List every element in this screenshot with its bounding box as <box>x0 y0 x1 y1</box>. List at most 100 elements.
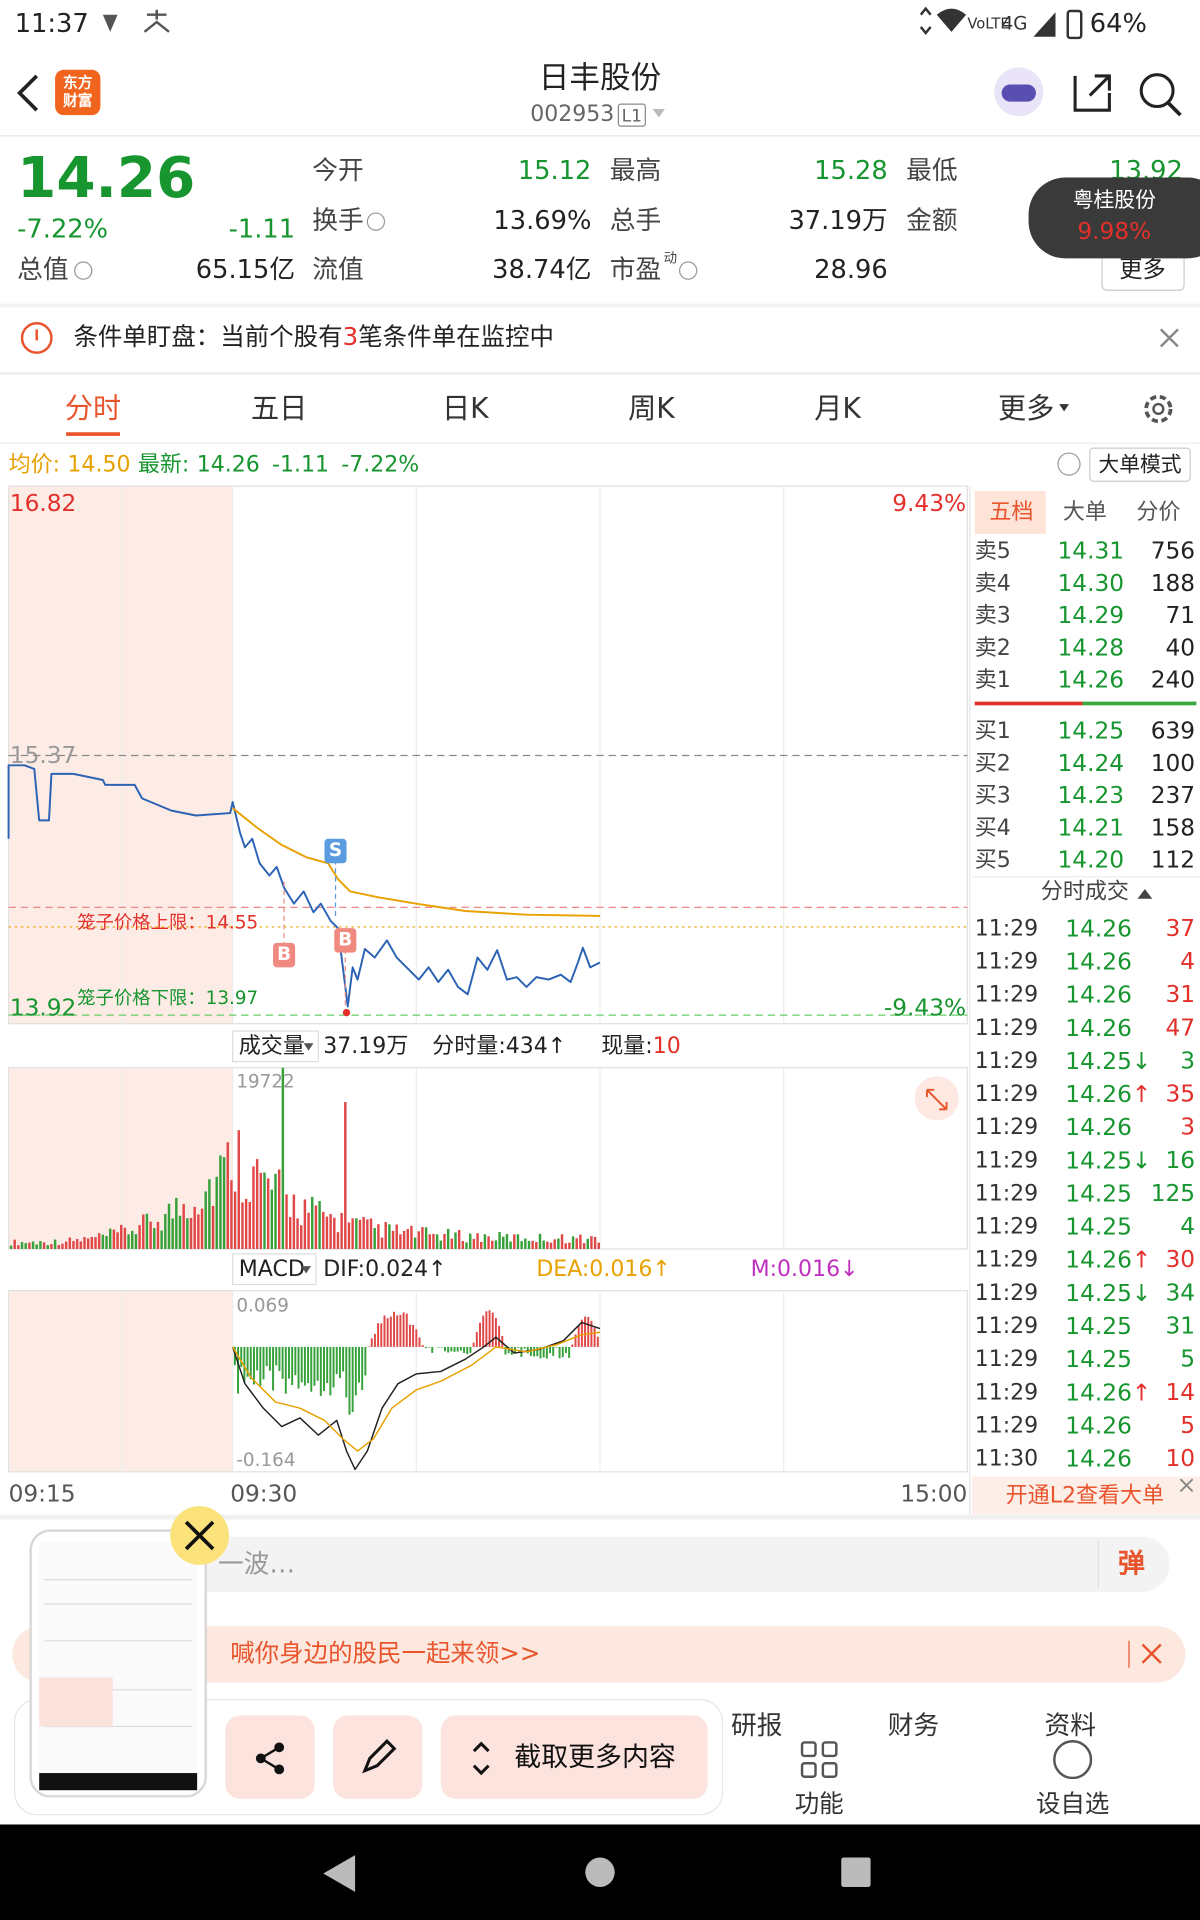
macd-selector[interactable] <box>232 1253 317 1286</box>
tab[interactable]: 更多 <box>998 392 1054 425</box>
sort-arrow <box>1137 888 1153 899</box>
macd-bar <box>539 1346 542 1359</box>
share-icon <box>260 1746 280 1771</box>
tab[interactable]: 五日 <box>251 392 307 425</box>
volume-bar <box>300 1225 303 1249</box>
macd-bar <box>501 1335 504 1347</box>
volume-bar <box>248 1202 252 1249</box>
mode-button[interactable] <box>1089 447 1191 482</box>
nav-tab[interactable]: 研报 <box>731 1711 782 1741</box>
volume-bar <box>380 1237 384 1249</box>
book-label: 卖1 <box>975 668 1011 693</box>
l2-link[interactable]: 开通L2查看大单 <box>1006 1483 1164 1508</box>
book-label: 卖2 <box>975 636 1011 661</box>
order-book-tab[interactable]: 五档 <box>989 500 1033 525</box>
mode-button-text[interactable]: 大单模式 <box>1098 452 1181 476</box>
trade-price-value: 14.25 <box>1065 1313 1132 1340</box>
volume-bar <box>355 1218 358 1249</box>
order-book-tab[interactable]: 分价 <box>1136 500 1180 525</box>
macd-bar <box>558 1346 561 1359</box>
edit-icon <box>362 1739 397 1774</box>
volume-total: 37.19万 <box>323 1034 408 1059</box>
info-icon <box>678 261 698 280</box>
book-ratio-buy <box>1082 701 1197 706</box>
cage-lower-label: 笼子价格下限：13.97 <box>77 988 258 1009</box>
macd-dif: DIF:0.024↑ <box>323 1257 446 1282</box>
trade-price-value: 14.25 <box>1065 1346 1132 1373</box>
danmaku-button[interactable]: 弹 <box>1118 1548 1145 1579</box>
book-volume: 188 <box>1151 570 1195 597</box>
tab[interactable]: 周K <box>628 392 676 425</box>
macd-bar <box>542 1346 545 1358</box>
book-label: 买3 <box>975 784 1011 809</box>
trade-time: 11:29 <box>975 1181 1039 1206</box>
volume-bar <box>193 1206 196 1249</box>
volume-bar <box>116 1232 119 1249</box>
trade-volume: 4 <box>1180 948 1195 975</box>
volume-bar <box>413 1237 417 1249</box>
home-key <box>585 1857 615 1887</box>
volume-bar <box>314 1205 318 1249</box>
macd-dea: DEA:0.016↑ <box>536 1257 671 1282</box>
macd-bar <box>342 1346 345 1372</box>
tab[interactable]: 日K <box>442 392 490 425</box>
scroll-capture-text[interactable]: 截取更多内容 <box>514 1742 676 1773</box>
book-label: 买1 <box>975 719 1011 744</box>
volume-bar <box>424 1227 428 1249</box>
macd-bar <box>249 1346 252 1380</box>
volume-bar <box>281 1067 285 1249</box>
nav-button[interactable]: 功能 <box>795 1789 844 1818</box>
status-battery: 64% <box>1090 9 1147 39</box>
signal-icon <box>1033 12 1056 37</box>
trade-arrow: ↑ <box>1132 1379 1151 1406</box>
macd-bar <box>545 1346 548 1359</box>
nav-tab[interactable]: 财务 <box>888 1711 939 1741</box>
share-button[interactable] <box>225 1715 315 1799</box>
book-price: 14.29 <box>1058 602 1125 629</box>
nav-tab[interactable]: 资料 <box>1044 1711 1095 1741</box>
macd-bar <box>440 1346 443 1348</box>
trade-arrow: ↑ <box>1132 1081 1151 1108</box>
back-button <box>16 74 39 112</box>
field-value: 38.74亿 <box>492 255 591 285</box>
volume-bar <box>516 1234 520 1249</box>
volume-selector[interactable] <box>232 1030 319 1063</box>
volume-bar <box>487 1236 490 1249</box>
macd-bar <box>408 1324 411 1347</box>
scroll-capture-button[interactable] <box>440 1715 708 1799</box>
trade-price: 14.26↑ <box>1065 1081 1151 1108</box>
trade-time: 11:29 <box>975 983 1039 1008</box>
volume-bar <box>156 1221 160 1249</box>
volume-bar <box>274 1173 277 1249</box>
volume-bar <box>311 1196 314 1249</box>
tab[interactable]: 月K <box>814 392 862 425</box>
invite-banner[interactable] <box>12 1626 1186 1683</box>
latest-pct: -7.22% <box>341 452 419 477</box>
volume-bar <box>347 1222 351 1249</box>
volume-bar <box>391 1230 395 1249</box>
tab[interactable]: 分时 <box>65 392 121 425</box>
edit-button[interactable] <box>333 1715 423 1799</box>
trade-price: 14.25 <box>1065 1180 1132 1207</box>
pct-axis-label: 9.43% <box>892 490 966 517</box>
popup[interactable] <box>1028 177 1200 259</box>
nav-button[interactable]: 设自选 <box>1036 1789 1109 1818</box>
trade-time: 11:29 <box>975 1049 1039 1074</box>
volume-bar <box>527 1240 531 1249</box>
macd-bar <box>405 1313 408 1347</box>
macd-bar <box>268 1346 271 1371</box>
order-book-tab[interactable]: 大单 <box>1063 500 1107 525</box>
trade-price: 14.26 <box>1065 1412 1132 1439</box>
comment-input[interactable] <box>177 1536 1170 1592</box>
macd-bar <box>437 1346 440 1348</box>
info-icon <box>74 261 93 280</box>
divider <box>0 1514 1200 1520</box>
volume-bar <box>197 1214 200 1249</box>
tab-indicator <box>66 432 120 436</box>
l2-banner[interactable] <box>972 1476 1200 1515</box>
divider <box>0 303 1200 308</box>
more-button-text[interactable]: 更多 <box>1119 256 1166 283</box>
volume-bar <box>318 1201 321 1249</box>
status-icon <box>102 14 118 32</box>
level-badge <box>617 103 646 127</box>
